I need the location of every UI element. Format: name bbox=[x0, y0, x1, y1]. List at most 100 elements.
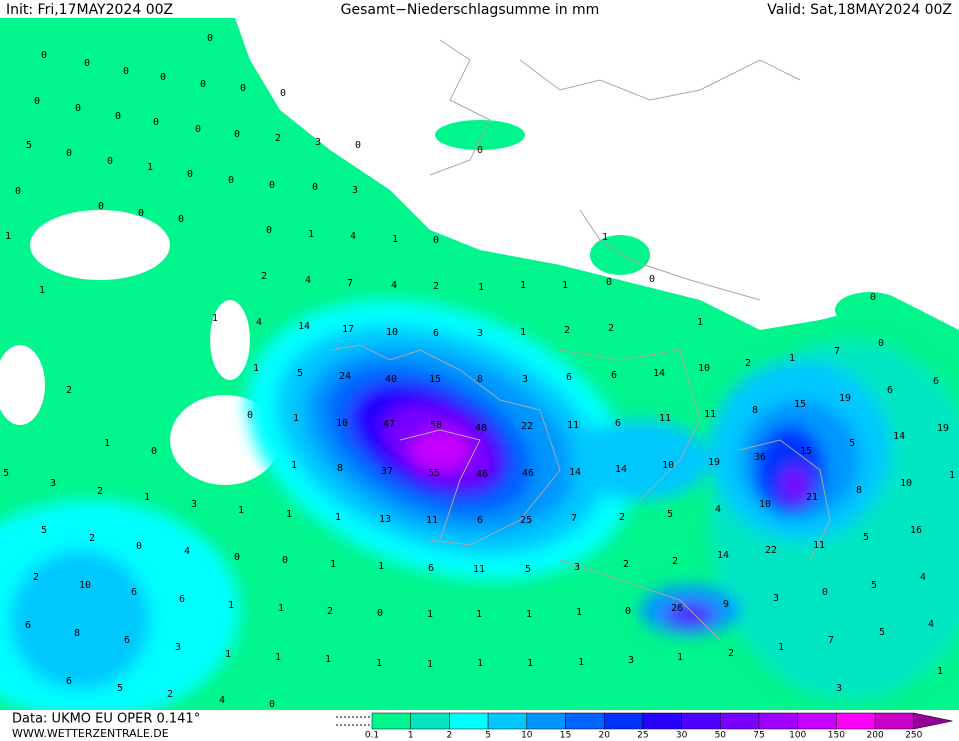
precip-label: 58 bbox=[430, 420, 442, 431]
precip-label: 1 bbox=[520, 327, 526, 338]
precip-label: 37 bbox=[381, 466, 393, 477]
precip-label: 19 bbox=[839, 393, 851, 404]
precip-label: 15 bbox=[800, 446, 812, 457]
precip-label: 5 bbox=[525, 564, 531, 575]
precip-label: 0 bbox=[280, 88, 286, 99]
precip-label: 3 bbox=[315, 137, 321, 148]
precip-label: 22 bbox=[765, 545, 777, 556]
legend-swatch bbox=[642, 712, 682, 730]
precip-label: 3 bbox=[628, 655, 634, 666]
precip-label: 2 bbox=[619, 512, 625, 523]
precip-label: 0 bbox=[153, 117, 159, 128]
precip-label: 7 bbox=[834, 346, 840, 357]
precip-label: 0 bbox=[187, 169, 193, 180]
precip-label: 40 bbox=[385, 374, 397, 385]
legend-swatch bbox=[565, 712, 605, 730]
precip-label: 6 bbox=[887, 385, 893, 396]
precip-label: 1 bbox=[562, 280, 568, 291]
legend-tick-label: 100 bbox=[789, 731, 806, 741]
precip-label: 1 bbox=[427, 659, 433, 670]
precip-label: 0 bbox=[240, 83, 246, 94]
precip-label: 0 bbox=[312, 182, 318, 193]
precip-label: 4 bbox=[920, 572, 926, 583]
precip-label: 7 bbox=[347, 278, 353, 289]
precip-label: 14 bbox=[653, 368, 665, 379]
precip-label: 2 bbox=[564, 325, 570, 336]
precip-label: 1 bbox=[147, 162, 153, 173]
precip-label: 1 bbox=[291, 460, 297, 471]
legend-tick-label: 10 bbox=[521, 731, 533, 741]
legend-tick-label: 1 bbox=[408, 731, 414, 741]
precip-label: 1 bbox=[286, 509, 292, 520]
precip-label: 5 bbox=[871, 580, 877, 591]
precip-label: 1 bbox=[526, 609, 532, 620]
precip-label: 2 bbox=[623, 559, 629, 570]
precip-label: 3 bbox=[191, 499, 197, 510]
footer: Data: UKMO EU OPER 0.141° WWW.WETTERZENT… bbox=[12, 712, 953, 741]
precip-label: 55 bbox=[428, 468, 440, 479]
precip-label: 22 bbox=[521, 421, 533, 432]
legend-tick-label: 250 bbox=[905, 731, 922, 741]
legend-tick-label: 150 bbox=[828, 731, 845, 741]
precip-label: 47 bbox=[383, 419, 395, 430]
precip-label: 3 bbox=[836, 683, 842, 694]
precip-label: 25 bbox=[520, 515, 532, 526]
precip-label: 0 bbox=[269, 180, 275, 191]
precip-label: 1 bbox=[376, 658, 382, 669]
legend-swatch bbox=[681, 712, 721, 730]
precip-label: 1 bbox=[293, 413, 299, 424]
precip-label: 1 bbox=[225, 649, 231, 660]
precip-label: 3 bbox=[477, 328, 483, 339]
precip-label: 14 bbox=[569, 467, 581, 478]
precip-label: 1 bbox=[576, 607, 582, 618]
precip-label: 15 bbox=[794, 399, 806, 410]
legend-arrow bbox=[913, 712, 953, 730]
precip-label: 4 bbox=[305, 275, 311, 286]
precip-label: 9 bbox=[723, 599, 729, 610]
legend-swatch bbox=[487, 712, 528, 730]
precip-label: 0 bbox=[123, 66, 129, 77]
precip-label: 0 bbox=[151, 446, 157, 457]
precip-label: 11 bbox=[704, 409, 716, 420]
precip-label: 6 bbox=[477, 515, 483, 526]
legend-tick-label: 50 bbox=[715, 731, 727, 741]
precip-label: 0 bbox=[878, 338, 884, 349]
precip-label: 8 bbox=[477, 374, 483, 385]
precip-label: 5 bbox=[297, 368, 303, 379]
precip-label: 2 bbox=[275, 133, 281, 144]
precip-label: 15 bbox=[429, 374, 441, 385]
legend-tick-label: 75 bbox=[753, 731, 764, 741]
precip-label: 6 bbox=[179, 594, 185, 605]
precip-label: 0 bbox=[15, 186, 21, 197]
legend-swatch bbox=[758, 712, 798, 730]
precip-label: 0 bbox=[98, 201, 104, 212]
precip-label: 2 bbox=[728, 648, 734, 659]
precip-label: 2 bbox=[261, 271, 267, 282]
precip-label: 1 bbox=[677, 652, 683, 663]
precip-label: 6 bbox=[611, 370, 617, 381]
precip-label: 14 bbox=[717, 550, 729, 561]
precip-label: 1 bbox=[427, 609, 433, 620]
precip-label: 8 bbox=[856, 485, 862, 496]
precip-label: 0 bbox=[41, 50, 47, 61]
precip-label: 46 bbox=[522, 468, 534, 479]
precip-label: 14 bbox=[893, 431, 905, 442]
precip-label: 21 bbox=[806, 492, 818, 503]
precip-label: 1 bbox=[697, 317, 703, 328]
precip-label: 1 bbox=[578, 657, 584, 668]
precip-label: 6 bbox=[66, 676, 72, 687]
precip-label: 13 bbox=[379, 514, 391, 525]
precip-label: 1 bbox=[330, 559, 336, 570]
precip-label: 2 bbox=[433, 281, 439, 292]
site-url: WWW.WETTERZENTRALE.DE bbox=[12, 727, 169, 740]
legend-tick-label: 25 bbox=[637, 731, 648, 741]
precip-label: 0 bbox=[625, 606, 631, 617]
precip-label: 0 bbox=[207, 33, 213, 44]
precip-label: 7 bbox=[571, 513, 577, 524]
precip-label: 3 bbox=[522, 374, 528, 385]
precip-label: 0 bbox=[377, 608, 383, 619]
legend-tick-label: 2 bbox=[447, 731, 453, 741]
precip-label: 10 bbox=[336, 418, 348, 429]
